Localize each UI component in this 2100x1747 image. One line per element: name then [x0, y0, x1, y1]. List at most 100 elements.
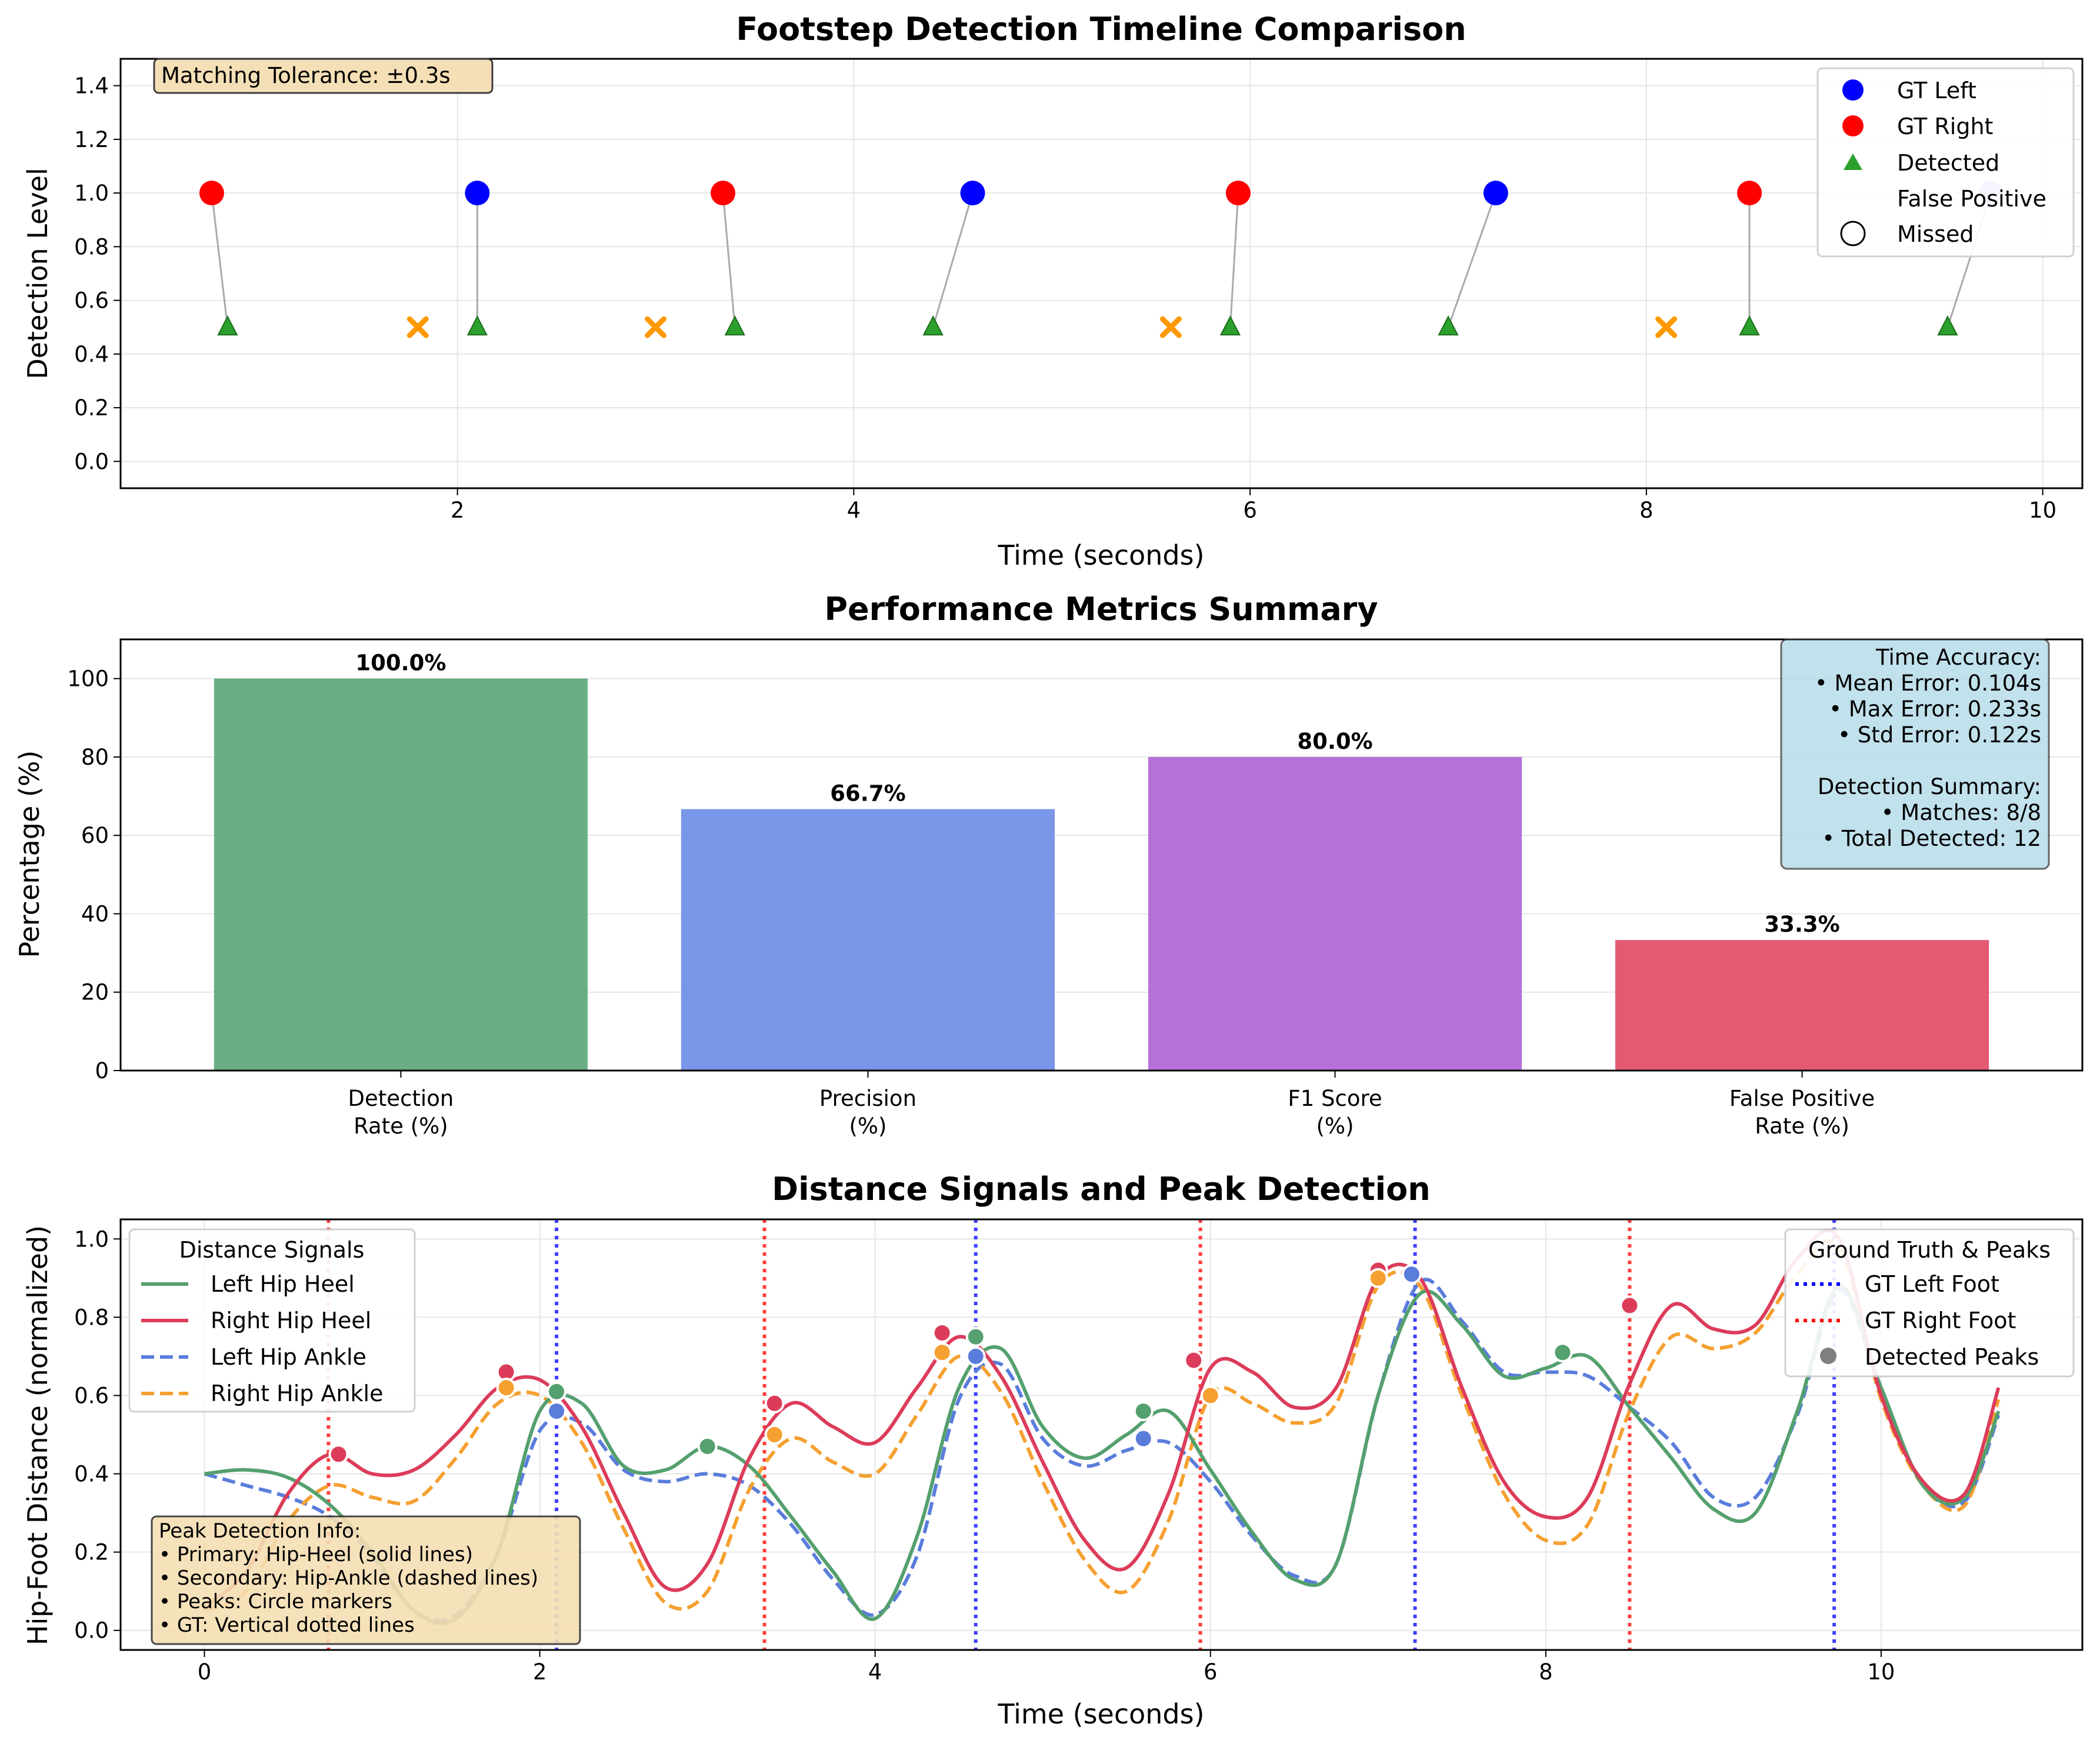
detected-marker — [724, 315, 745, 336]
signals-ytick-label: 0.0 — [74, 1618, 109, 1643]
signals-xtick-label: 10 — [1867, 1659, 1895, 1685]
detected-peak-marker — [1619, 1295, 1640, 1316]
detected-peak-marker — [764, 1393, 785, 1413]
detected-peak-marker — [1200, 1385, 1221, 1406]
detected-peak-marker — [965, 1346, 986, 1366]
metrics-plot-frame — [119, 638, 2084, 1072]
match-line — [932, 192, 974, 328]
metrics-ytick-label: 80 — [81, 745, 109, 770]
metrics-ytick-label: 0 — [95, 1058, 109, 1083]
metric-category-label: (%) — [849, 1113, 886, 1139]
signals-ytick-label: 0.8 — [74, 1305, 109, 1330]
signals-xlabel: Time (seconds) — [997, 1698, 1204, 1730]
metric-bar — [1615, 940, 1989, 1071]
detected-peak-marker — [1552, 1342, 1573, 1363]
timeline-markers — [199, 181, 2004, 338]
signals-plot-frame — [119, 1218, 2084, 1651]
accuracy-info-line: • Total Detected: 12 — [1822, 826, 2041, 851]
metric-value-label: 80.0% — [1297, 729, 1372, 754]
detected-peak-marker — [546, 1401, 567, 1422]
legend-gt-left-label: GT Left — [1897, 78, 1976, 104]
metric-category-label: False Positive — [1729, 1086, 1875, 1111]
gt-legend-title: Ground Truth & Peaks — [1808, 1237, 2051, 1263]
peak-info-line: • Secondary: Hip-Ankle (dashed lines) — [159, 1566, 538, 1590]
timeline-legend: GT Left GT Right Detected False Positive… — [1816, 67, 2075, 258]
signals-chart: Distance Signals and Peak Detection 0 2 4 6… — [22, 1171, 2084, 1730]
timeline-xtick-label: 6 — [1243, 498, 1257, 523]
peak-info-line: Peak Detection Info: — [159, 1519, 361, 1543]
detected-marker — [1937, 315, 1958, 336]
tolerance-text: Matching Tolerance: ±0.3s — [161, 63, 451, 88]
timeline-ytick-label: 1.0 — [74, 181, 109, 206]
timeline-grid — [121, 59, 2082, 488]
detected-peak-marker — [496, 1378, 516, 1398]
legend-right-heel-label: Right Hip Heel — [211, 1308, 371, 1333]
detected-peak-marker — [932, 1342, 952, 1363]
timeline-ytick-label: 1.2 — [74, 127, 109, 152]
timeline-chart: Footstep Detection Timeline Comparison 2… — [22, 11, 2084, 571]
accuracy-info-line: • Max Error: 0.233s — [1829, 696, 2041, 722]
timeline-ytick-label: 0.6 — [74, 288, 109, 314]
timeline-match-lines — [211, 192, 1992, 328]
false-positive-marker — [1655, 316, 1678, 338]
metric-category-label: Detection — [348, 1086, 454, 1111]
peak-info-line: • Primary: Hip-Heel (solid lines) — [159, 1543, 473, 1566]
detected-marker — [1219, 315, 1241, 336]
peak-info-line: • GT: Vertical dotted lines — [159, 1613, 415, 1637]
detected-peak-marker — [1184, 1350, 1204, 1371]
detected-marker — [1739, 315, 1760, 336]
accuracy-info-line: • Mean Error: 0.104s — [1815, 671, 2041, 696]
timeline-ytick-label: 0.4 — [74, 342, 109, 367]
gt-right-marker — [1225, 181, 1251, 206]
legend-missed-marker — [1840, 221, 1866, 246]
metrics-ylabel: Percentage (%) — [14, 751, 45, 958]
false-positive-marker — [406, 316, 429, 338]
metric-bar — [214, 678, 588, 1071]
match-line — [211, 192, 229, 328]
peak-info-line: • Peaks: Circle markers — [159, 1590, 392, 1613]
metric-value-label: 33.3% — [1764, 912, 1839, 937]
peak-info-lines: Peak Detection Info:• Primary: Hip-Heel … — [159, 1519, 538, 1637]
metric-bar — [1148, 756, 1522, 1071]
gt-left-marker — [960, 181, 985, 206]
timeline-title: Footstep Detection Timeline Comparison — [736, 11, 1466, 48]
signals-ticks: 0 2 4 6 8 10 0.0 0.2 0.4 0.6 0.8 1.0 — [74, 1226, 1895, 1685]
timeline-ytick-label: 0.2 — [74, 395, 109, 421]
metric-value-label: 66.7% — [830, 781, 905, 806]
detected-peak-marker — [764, 1425, 785, 1445]
metric-category-label: Rate (%) — [354, 1113, 448, 1139]
match-line — [722, 192, 736, 328]
signals-ytick-label: 0.2 — [74, 1540, 109, 1565]
accuracy-info-line: Time Accuracy: — [1875, 645, 2041, 670]
timeline-ytick-label: 1.4 — [74, 74, 109, 99]
timeline-xtick-label: 10 — [2029, 498, 2056, 523]
metrics-ytick-label: 60 — [81, 823, 109, 848]
signal-line — [203, 1228, 2001, 1609]
metric-category-label: (%) — [1316, 1113, 1354, 1139]
gt-right-marker — [711, 181, 736, 206]
legend-gt-right-marker — [1842, 115, 1864, 136]
metrics-chart: Performance Metrics Summary 100.0% 66.7% 8… — [14, 591, 2084, 1139]
legend-detected-peaks-label: Detected Peaks — [1865, 1344, 2039, 1370]
legend-missed-label: Missed — [1897, 221, 1974, 247]
tolerance-annotation: Matching Tolerance: ±0.3s — [153, 58, 494, 94]
metric-category-label: Precision — [819, 1086, 916, 1111]
signals-xtick-label: 0 — [198, 1659, 212, 1685]
signals-legend: Distance Signals Left Hip Heel Right Hip… — [128, 1228, 416, 1413]
signals-ytick-label: 1.0 — [74, 1226, 109, 1252]
detected-peak-marker — [697, 1436, 718, 1456]
timeline-xtick-label: 8 — [1639, 498, 1654, 523]
detected-peak-marker — [1133, 1428, 1154, 1449]
metric-value-label: 100.0% — [355, 651, 446, 676]
detected-marker — [466, 315, 488, 336]
signals-legend-title: Distance Signals — [179, 1237, 365, 1263]
metrics-ytick-label: 100 — [67, 666, 109, 692]
detected-peak-marker — [1401, 1264, 1422, 1285]
detected-peak-marker — [932, 1322, 952, 1343]
accuracy-info-box: Time Accuracy:• Mean Error: 0.104s• Max … — [1780, 638, 2050, 870]
detected-peak-marker — [965, 1326, 986, 1347]
signals-ylabel: Hip-Foot Distance (normalized) — [22, 1225, 54, 1645]
signals-ytick-label: 0.4 — [74, 1462, 109, 1487]
match-line — [1229, 193, 1239, 328]
